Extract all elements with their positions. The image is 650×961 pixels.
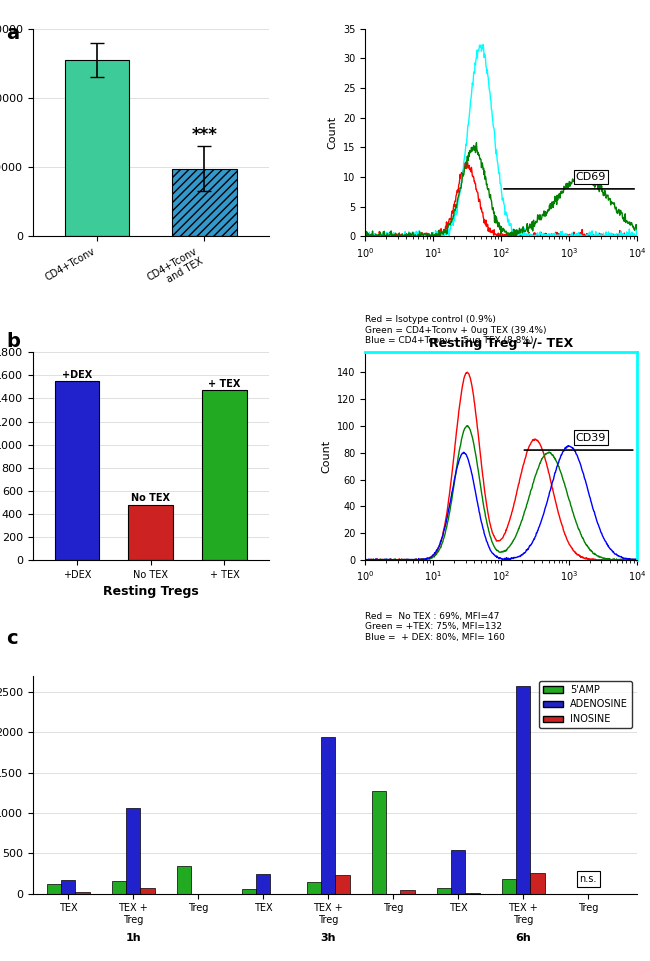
Text: b: b	[6, 332, 20, 351]
Text: CD39: CD39	[576, 432, 606, 443]
Bar	[129, 505, 173, 560]
Text: +DEX: +DEX	[62, 370, 92, 380]
Bar	[335, 875, 350, 894]
Text: n.s.: n.s.	[580, 875, 597, 884]
Bar	[256, 875, 270, 894]
Bar	[172, 168, 237, 236]
Title: Resting Treg +/- TEX: Resting Treg +/- TEX	[429, 336, 573, 350]
Bar	[126, 808, 140, 894]
Bar	[451, 850, 465, 894]
Bar	[307, 882, 321, 894]
Bar	[177, 866, 191, 894]
Bar	[61, 879, 75, 894]
Text: + TEX: + TEX	[208, 379, 240, 389]
Text: Red = Isotype control (0.9%)
Green = CD4+Tconv + 0ug TEX (39.4%)
Blue = CD4+Tcon: Red = Isotype control (0.9%) Green = CD4…	[365, 315, 547, 345]
Bar	[75, 892, 90, 894]
X-axis label: Resting Tregs: Resting Tregs	[103, 585, 198, 598]
Bar	[140, 888, 155, 894]
Text: 3h: 3h	[320, 933, 336, 943]
Bar	[65, 60, 129, 236]
Text: a: a	[6, 24, 20, 43]
Bar	[321, 737, 335, 894]
Bar	[372, 791, 386, 894]
Y-axis label: Count: Count	[328, 116, 337, 149]
Text: No TEX: No TEX	[131, 493, 170, 503]
Y-axis label: Count: Count	[322, 439, 332, 473]
Text: 6h: 6h	[515, 933, 531, 943]
Bar	[112, 881, 126, 894]
Bar	[202, 390, 246, 560]
Bar	[502, 879, 516, 894]
Bar	[437, 888, 451, 894]
Bar	[47, 884, 61, 894]
Text: ***: ***	[191, 126, 217, 143]
Bar	[242, 889, 256, 894]
Bar	[516, 685, 530, 894]
Legend: 5'AMP, ADENOSINE, INOSINE: 5'AMP, ADENOSINE, INOSINE	[540, 680, 632, 728]
Bar	[530, 873, 545, 894]
Bar	[55, 382, 99, 560]
Text: CD69: CD69	[576, 172, 606, 182]
Text: Red =  No TEX : 69%, MFI=47
Green = +TEX: 75%, MFI=132
Blue =  + DEX: 80%, MFI= : Red = No TEX : 69%, MFI=47 Green = +TEX:…	[365, 612, 505, 642]
Text: 1h: 1h	[125, 933, 141, 943]
Bar	[400, 890, 415, 894]
Text: c: c	[6, 629, 18, 649]
